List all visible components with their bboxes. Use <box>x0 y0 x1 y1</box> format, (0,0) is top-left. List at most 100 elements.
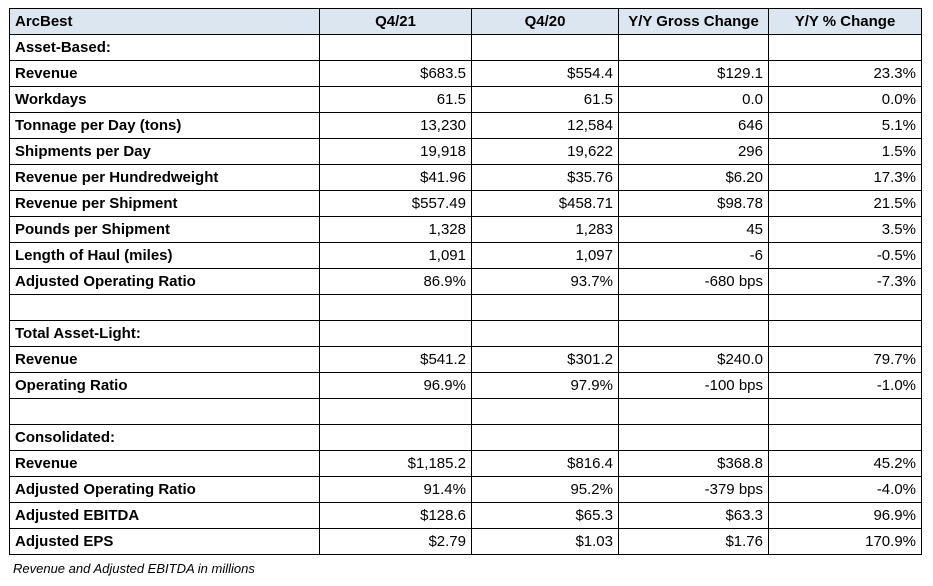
row-value: 1,283 <box>471 216 619 243</box>
row-label <box>9 294 320 321</box>
row-value <box>618 34 769 61</box>
row-value: $554.4 <box>471 60 619 87</box>
row-value: 19,622 <box>471 138 619 165</box>
row-label: Adjusted Operating Ratio <box>9 268 320 295</box>
table-row: Revenue per Shipment $557.49 $458.71 $98.78… <box>9 190 922 217</box>
row-label: Pounds per Shipment <box>9 216 320 243</box>
table-row: Revenue per Hundredweight $41.96 $35.76 $6.… <box>9 164 922 191</box>
row-value: 646 <box>618 112 769 139</box>
row-value <box>618 398 769 425</box>
row-value: $98.78 <box>618 190 769 217</box>
row-value <box>319 34 472 61</box>
row-value <box>471 34 619 61</box>
row-value: 1,328 <box>319 216 472 243</box>
row-value <box>768 424 922 451</box>
row-value: 21.5% <box>768 190 922 217</box>
row-label: Consolidated: <box>9 424 320 451</box>
row-value <box>768 294 922 321</box>
header-company: ArcBest <box>9 8 320 35</box>
row-value: $6.20 <box>618 164 769 191</box>
row-value: $128.6 <box>319 502 472 529</box>
row-value: 86.9% <box>319 268 472 295</box>
row-value: $301.2 <box>471 346 619 373</box>
row-value: 3.5% <box>768 216 922 243</box>
row-label: Total Asset-Light: <box>9 320 320 347</box>
table-row <box>9 398 922 425</box>
row-label <box>9 398 320 425</box>
row-value: -379 bps <box>618 476 769 503</box>
row-value <box>768 320 922 347</box>
row-value: $816.4 <box>471 450 619 477</box>
table-row: Pounds per Shipment 1,328 1,283 45 3.5% <box>9 216 922 243</box>
row-value <box>618 294 769 321</box>
row-value <box>768 34 922 61</box>
row-value: 93.7% <box>471 268 619 295</box>
header-q4-20: Q4/20 <box>471 8 619 35</box>
row-value <box>618 424 769 451</box>
row-label: Revenue per Shipment <box>9 190 320 217</box>
row-value: $1,185.2 <box>319 450 472 477</box>
row-value: -1.0% <box>768 372 922 399</box>
table-row: Shipments per Day 19,918 19,622 296 1.5% <box>9 138 922 165</box>
row-value: $368.8 <box>618 450 769 477</box>
row-value <box>471 424 619 451</box>
table-row: Adjusted EPS $2.79 $1.03 $1.76 170.9% <box>9 528 922 555</box>
row-value: 61.5 <box>471 86 619 113</box>
table-row: Total Asset-Light: <box>9 320 922 347</box>
row-value: -7.3% <box>768 268 922 295</box>
row-value: $557.49 <box>319 190 472 217</box>
row-value: 91.4% <box>319 476 472 503</box>
row-value: -4.0% <box>768 476 922 503</box>
row-value: 19,918 <box>319 138 472 165</box>
header-pct-change: Y/Y % Change <box>768 8 922 35</box>
row-label: Operating Ratio <box>9 372 320 399</box>
row-value <box>319 424 472 451</box>
header-gross-change: Y/Y Gross Change <box>618 8 769 35</box>
table-row: Adjusted EBITDA $128.6 $65.3 $63.3 96.9% <box>9 502 922 529</box>
row-value: $458.71 <box>471 190 619 217</box>
row-value: 1,097 <box>471 242 619 269</box>
header-q4-21: Q4/21 <box>319 8 472 35</box>
table-row: Adjusted Operating Ratio 91.4% 95.2% -379 b… <box>9 476 922 503</box>
row-value <box>471 398 619 425</box>
row-value <box>471 320 619 347</box>
row-value: 13,230 <box>319 112 472 139</box>
row-label: Adjusted EPS <box>9 528 320 555</box>
row-value <box>471 294 619 321</box>
row-value <box>319 398 472 425</box>
row-value: $1.03 <box>471 528 619 555</box>
row-value: 1,091 <box>319 242 472 269</box>
row-value: $2.79 <box>319 528 472 555</box>
row-label: Revenue <box>9 346 320 373</box>
table-row: Asset-Based: <box>9 34 922 61</box>
row-label: Workdays <box>9 86 320 113</box>
row-value: $683.5 <box>319 60 472 87</box>
footnote: Revenue and Adjusted EBITDA in millions <box>13 561 255 576</box>
table-row <box>9 294 922 321</box>
row-value: $1.76 <box>618 528 769 555</box>
table-row: Revenue $683.5 $554.4 $129.1 23.3% <box>9 60 922 87</box>
row-label: Revenue <box>9 450 320 477</box>
row-label: Asset-Based: <box>9 34 320 61</box>
row-label: Adjusted Operating Ratio <box>9 476 320 503</box>
row-value: 61.5 <box>319 86 472 113</box>
row-value: $541.2 <box>319 346 472 373</box>
row-value: 97.9% <box>471 372 619 399</box>
row-value: $41.96 <box>319 164 472 191</box>
row-value: 79.7% <box>768 346 922 373</box>
row-value: 96.9% <box>319 372 472 399</box>
table-row: Revenue $541.2 $301.2 $240.0 79.7% <box>9 346 922 373</box>
table-row: Revenue $1,185.2 $816.4 $368.8 45.2% <box>9 450 922 477</box>
row-label: Length of Haul (miles) <box>9 242 320 269</box>
results-table: ArcBest Q4/21 Q4/20 Y/Y Gross Change Y/Y… <box>9 8 922 555</box>
row-value: -100 bps <box>618 372 769 399</box>
table-row: Length of Haul (miles) 1,091 1,097 -6 -0.5% <box>9 242 922 269</box>
row-label: Adjusted EBITDA <box>9 502 320 529</box>
row-value: $240.0 <box>618 346 769 373</box>
row-value: 45.2% <box>768 450 922 477</box>
row-value: $65.3 <box>471 502 619 529</box>
row-value: -6 <box>618 242 769 269</box>
row-value: 170.9% <box>768 528 922 555</box>
row-label: Tonnage per Day (tons) <box>9 112 320 139</box>
row-value: 0.0% <box>768 86 922 113</box>
